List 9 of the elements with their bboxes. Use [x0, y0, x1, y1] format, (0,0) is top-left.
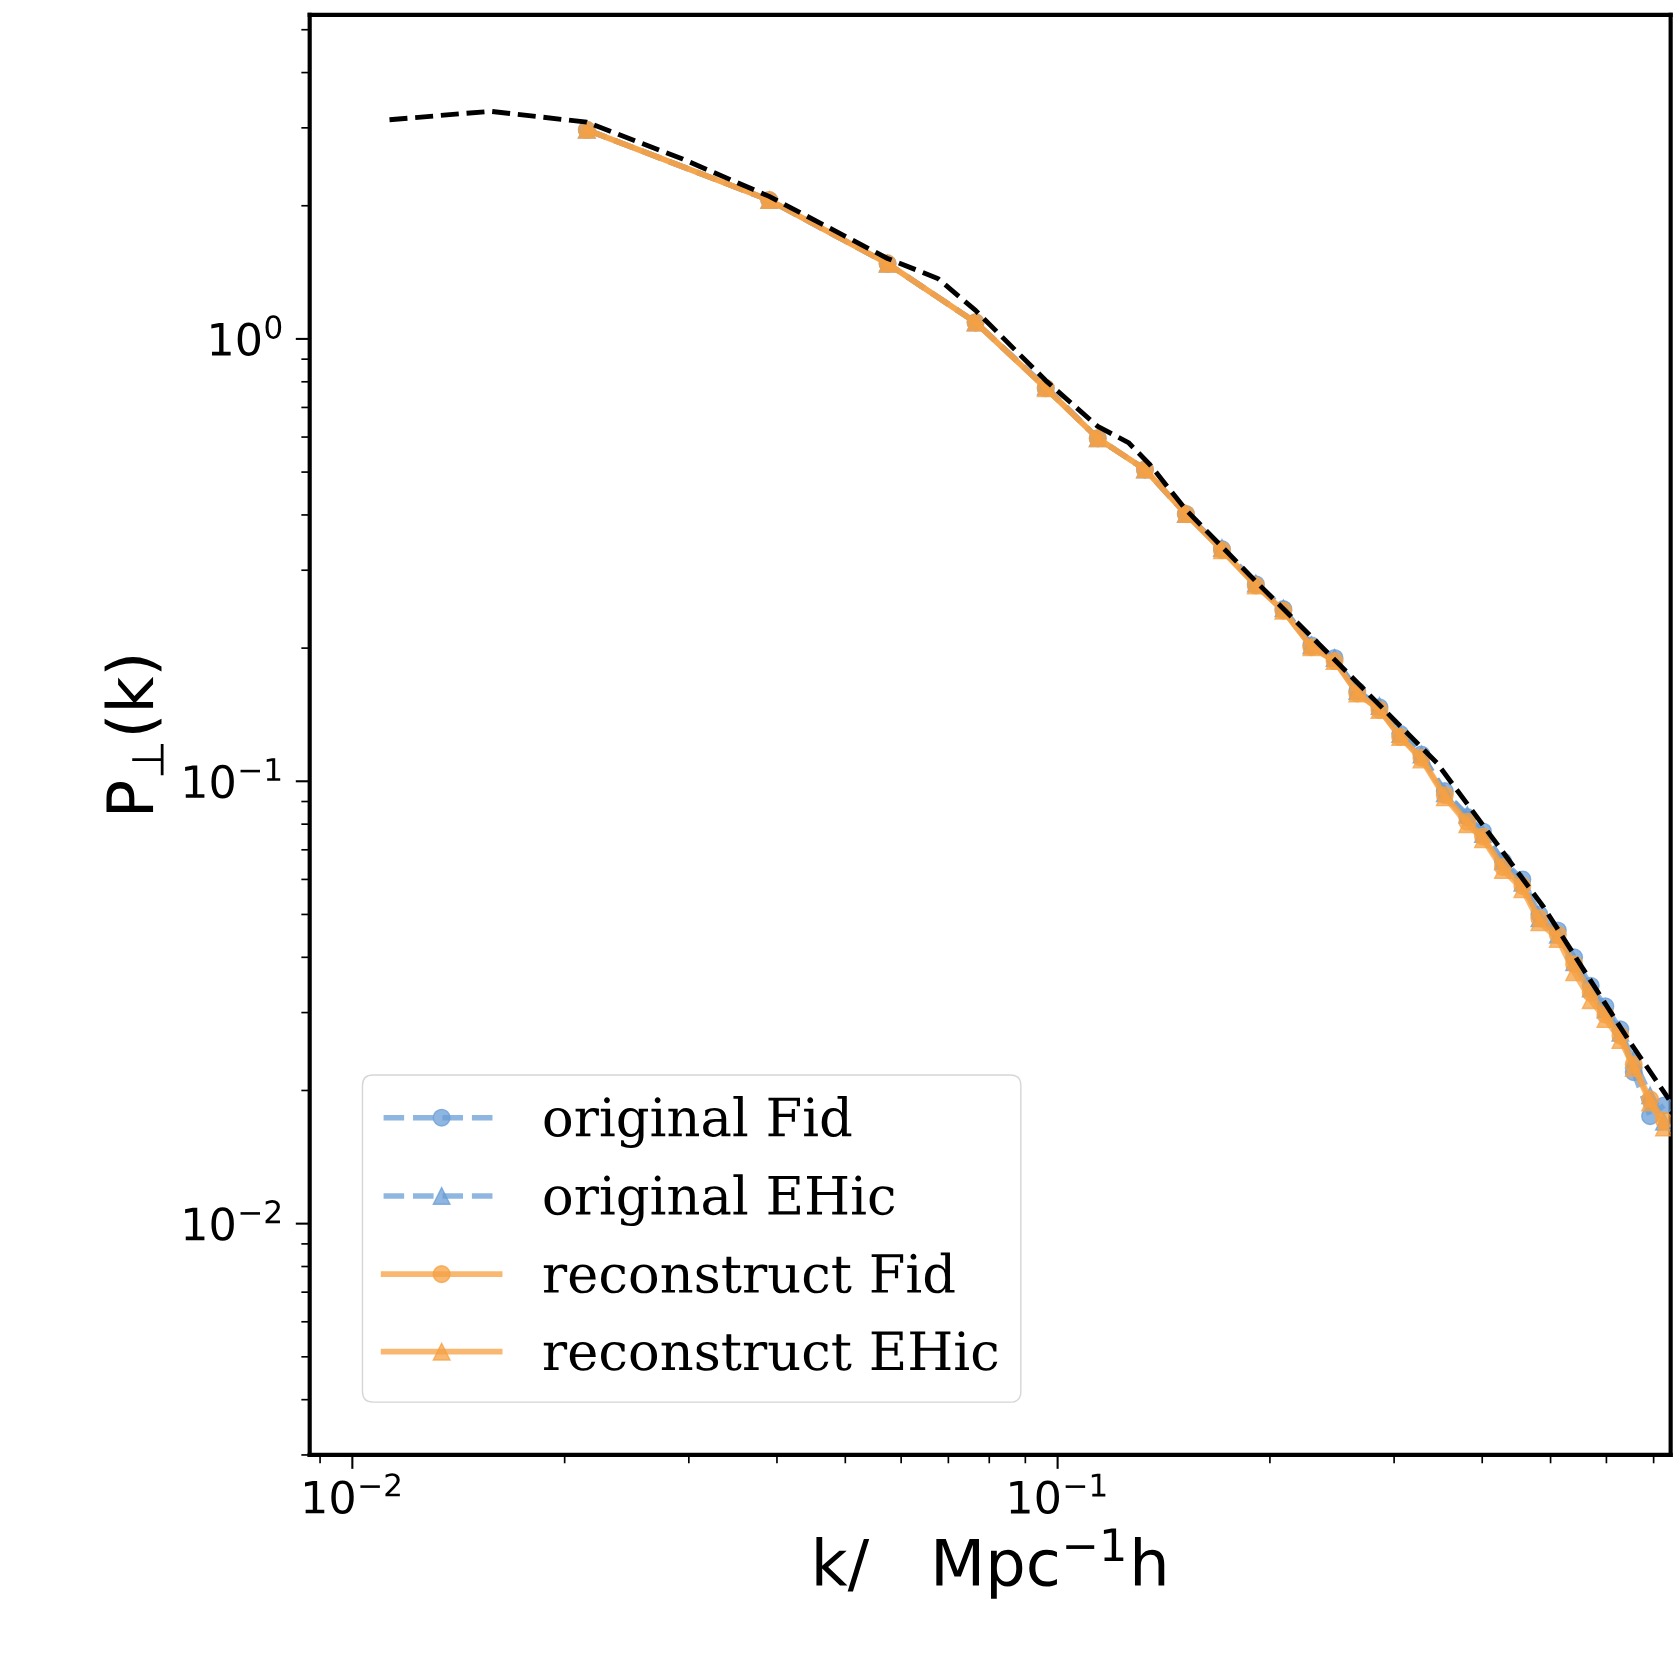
- x-axis-title: k/ Mpc$^{−1}$h: [816, 1528, 1165, 1599]
- y-axis-title: P$_{⊥}$(k): [104, 657, 164, 813]
- legend-label: original EHic: [544, 1174, 895, 1227]
- legend-label: reconstruct EHic: [543, 1331, 998, 1371]
- y-tick-label: 10$^{−1}$: [185, 758, 281, 799]
- y-tick-label: 10$^{0}$: [211, 315, 282, 357]
- legend-label: reconstruct Fid: [543, 1252, 955, 1294]
- y-tick-label: 10$^{−2}$: [185, 1200, 280, 1241]
- legend-label: original Fid: [544, 1096, 852, 1148]
